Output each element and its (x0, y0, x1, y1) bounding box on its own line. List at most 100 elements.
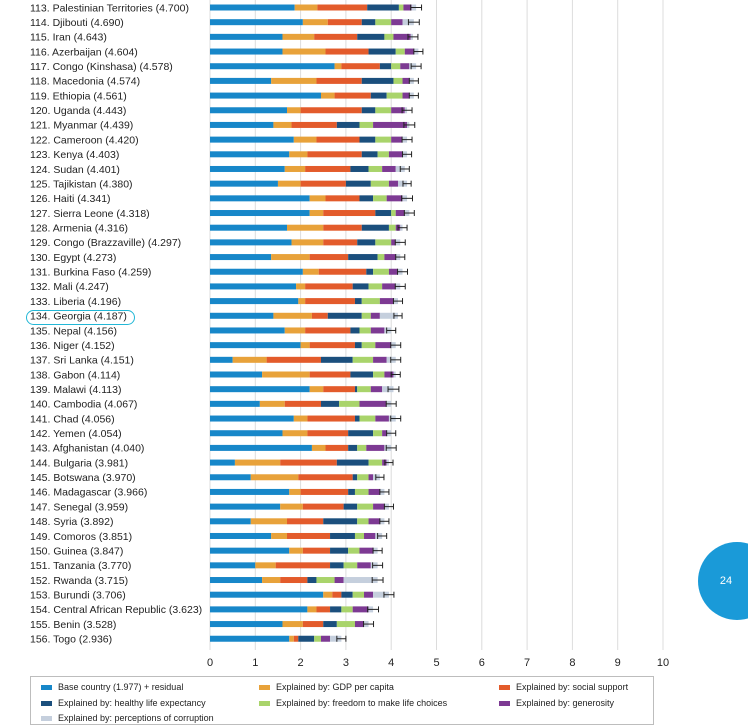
bar-segment (391, 63, 401, 70)
row-label: 146. Madagascar (3.966) (30, 487, 147, 499)
bar-segment (210, 312, 274, 319)
bar-segment (388, 151, 403, 158)
bar-segment (259, 400, 285, 407)
bar-segment (357, 474, 369, 481)
bar-segment (336, 121, 360, 128)
bar-segment (354, 342, 362, 349)
row-label: 134. Georgia (4.187) (30, 311, 127, 323)
bar-segment (210, 180, 278, 187)
bar-segment (327, 312, 362, 319)
bar-segment (307, 151, 362, 158)
bar-segment (370, 327, 385, 334)
bar-segment (364, 532, 376, 539)
bar-segment (284, 400, 321, 407)
bar-segment (273, 312, 312, 319)
bar-segment (375, 239, 392, 246)
row-label: 115. Iran (4.643) (30, 32, 107, 44)
bar-segment (325, 444, 349, 451)
bar-segment (307, 606, 317, 613)
legend-item-generosity: Explained by: generosity (499, 698, 614, 708)
bar-segment (350, 327, 360, 334)
row-label: 139. Malawi (4.113) (30, 384, 121, 396)
bar-segment (282, 430, 308, 437)
bar-segment (379, 312, 398, 319)
bar-segment (277, 180, 301, 187)
bar-segment (388, 224, 396, 231)
bar-segment (210, 107, 288, 114)
bar-segment (280, 503, 303, 510)
legend-label: Explained by: healthy life expectancy (58, 698, 206, 708)
bar-segment (320, 92, 335, 99)
bar-segment (330, 562, 344, 569)
bar-segment (357, 503, 374, 510)
legend-item-freedom: Explained by: freedom to make life choic… (259, 698, 447, 708)
row-label: 114. Djibouti (4.690) (30, 17, 124, 29)
bar-segment (361, 19, 376, 26)
bar-segment (210, 371, 263, 378)
bar-segment (284, 327, 306, 334)
bar-segment (348, 430, 374, 437)
bar-segment (210, 92, 321, 99)
row-label: 136. Niger (4.152) (30, 340, 115, 352)
bar-segment (341, 63, 380, 70)
bar-segment (210, 33, 283, 40)
bar-segment (314, 635, 321, 642)
bar-segment (309, 254, 349, 261)
bar-segment (404, 48, 414, 55)
bars (210, 4, 419, 642)
row-label: 149. Comoros (3.851) (30, 531, 132, 543)
row-label: 129. Congo (Brazzaville) (4.297) (30, 237, 181, 249)
bar-segment (305, 327, 351, 334)
bar-segment (370, 386, 383, 393)
bar-segment (323, 621, 337, 628)
bar-segment (391, 239, 396, 246)
bar-segment (210, 254, 272, 261)
bar-segment (210, 635, 290, 642)
bar-segment (210, 386, 310, 393)
bar-segment (300, 180, 346, 187)
legend-item-gdp: Explained by: GDP per capita (259, 682, 394, 692)
bar-segment (386, 195, 403, 202)
bar-segment (361, 298, 380, 305)
bar-segment (210, 532, 272, 539)
bar-segment (368, 474, 374, 481)
bar-segment (373, 268, 389, 275)
bar-segment (309, 195, 326, 202)
legend-swatch (259, 700, 270, 706)
bar-segment (370, 180, 389, 187)
legend: Base country (1.977) + residual Explaine… (30, 676, 654, 725)
bar-segment (316, 136, 360, 143)
bar-segment (305, 283, 353, 290)
bar-segment (287, 518, 324, 525)
bar-segment (357, 518, 369, 525)
row-label: 133. Liberia (4.196) (30, 296, 121, 308)
bar-segment (364, 591, 374, 598)
bar-segment (271, 77, 317, 84)
bar-segment (302, 621, 324, 628)
x-axis-ticks: 0 1 2 3 4 5 6 7 8 9 10 (207, 657, 669, 669)
row-label: 116. Azerbaijan (4.604) (30, 46, 138, 58)
bar-segment (325, 195, 360, 202)
bar-segment (323, 239, 358, 246)
bar-segment (318, 268, 367, 275)
x-tick-label: 1 (252, 657, 258, 669)
bar-segment (316, 77, 362, 84)
legend-label: Explained by: perceptions of corruption (58, 713, 214, 723)
bar-segment (210, 430, 283, 437)
bar-segment (375, 19, 392, 26)
bar-segment (210, 577, 263, 584)
bar-segment (275, 562, 331, 569)
x-tick-label: 2 (298, 657, 304, 669)
bar-segment (373, 356, 387, 363)
bar-segment (210, 165, 285, 172)
bar-segment (210, 136, 294, 143)
row-label: 128. Armenia (4.316) (30, 223, 128, 235)
bar-segment (391, 136, 403, 143)
bar-segment (323, 224, 362, 231)
bar-segment (354, 532, 365, 539)
row-label: 148. Syria (3.892) (30, 516, 113, 528)
bar-segment (309, 371, 351, 378)
bar-segment (330, 532, 355, 539)
bar-segment (370, 312, 380, 319)
bar-segment (361, 77, 394, 84)
